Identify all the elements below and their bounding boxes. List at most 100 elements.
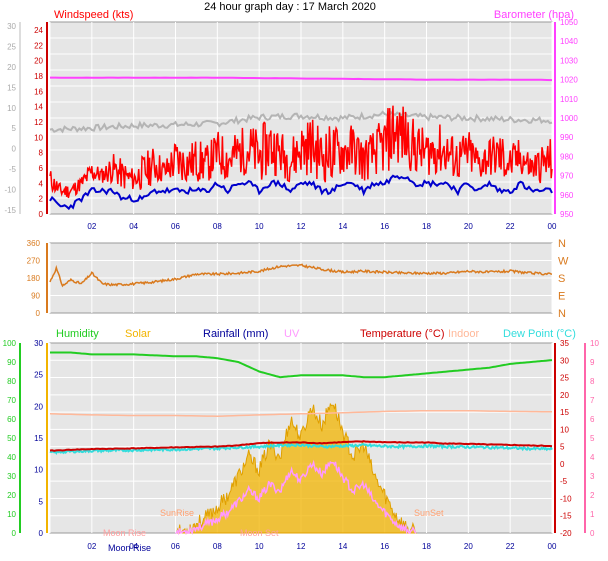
tick-temperature: 5 [560,443,565,452]
tick-windspeed: 0 [39,210,44,219]
tick-windspeed: 14 [34,103,43,112]
tick-hour: 10 [255,542,264,551]
tick-outer-left: -15 [4,206,16,215]
tick-uv: 5 [590,434,595,443]
tick-temperature: 25 [560,374,569,383]
tick-direction: 180 [27,274,41,283]
tick-humidity: 70 [7,396,16,405]
tick-barometer: 970 [560,172,574,181]
tick-rainfall: 0 [39,529,44,538]
tick-hour: 08 [213,542,222,551]
tick-hour: 02 [87,222,96,231]
tick-temperature: -5 [560,477,568,486]
tick-windspeed: 6 [39,164,44,173]
tick-outer-left: -5 [9,165,17,174]
tick-rainfall: 5 [39,497,44,506]
tick-barometer: 980 [560,152,574,161]
series-dew-point-line [49,441,553,456]
tick-humidity: 10 [7,510,16,519]
tick-compass: S [558,273,565,285]
series-windspeed-line [49,105,553,199]
series-uv-line [175,459,417,536]
tick-hour: 18 [422,542,431,551]
tick-outer-left: 25 [7,42,16,51]
series-humidity-line [50,351,553,379]
tick-barometer: 1040 [560,37,578,46]
tick-humidity: 0 [12,529,17,538]
series-temperature-line [49,440,553,452]
tick-hour: 20 [464,542,473,551]
tick-compass: E [558,291,565,303]
legend-temperature: Temperature (°C) [360,328,444,340]
tick-hour: 06 [171,222,180,231]
tick-outer-left: -10 [4,186,16,195]
chart-axes [19,22,586,533]
tick-hour: 12 [297,222,306,231]
tick-barometer: 1050 [560,18,578,27]
tick-outer-left: 15 [7,83,16,92]
tick-uv: 3 [590,472,595,481]
series-gust-trace-line [49,110,553,134]
tick-uv: 0 [590,529,595,538]
tick-hour: 22 [506,542,515,551]
tick-hour: 04 [129,542,138,551]
legend-uv: UV [284,328,300,340]
chart-title: 24 hour graph day : 17 March 2020 [204,1,376,13]
tick-uv: 4 [590,453,595,462]
series-wind-direction-line [49,263,553,288]
tick-uv: 10 [590,339,599,348]
tick-compass: N [558,238,566,250]
tick-humidity: 50 [7,434,16,443]
tick-humidity: 60 [7,415,16,424]
tick-uv: 1 [590,510,595,519]
annotation-moon-set: Moon Set [240,528,279,538]
legend-humidity: Humidity [56,328,99,340]
tick-hour: 20 [464,222,473,231]
tick-hour: 18 [422,222,431,231]
temperature-humidity-series [49,351,553,536]
tick-hour: 04 [129,222,138,231]
tick-windspeed: 4 [39,179,44,188]
tick-outer-left: 30 [7,22,16,31]
tick-hour: 16 [380,542,389,551]
legend-dew-point: Dew Point (°C) [503,328,576,340]
tick-uv: 6 [590,415,595,424]
tick-temperature: 15 [560,408,569,417]
tick-direction: 360 [27,239,41,248]
tick-temperature: 20 [560,391,569,400]
tick-windspeed: 24 [34,26,43,35]
series-indoor-line [49,409,552,417]
tick-windspeed: 22 [34,41,43,50]
tick-windspeed: 12 [34,118,43,127]
tick-windspeed: 8 [39,149,44,158]
tick-compass: W [558,256,569,268]
tick-rainfall: 30 [34,339,43,348]
tick-temperature: -15 [560,512,572,521]
tick-direction: 270 [27,257,41,266]
tick-temperature: -20 [560,529,572,538]
tick-hour: 06 [171,542,180,551]
tick-uv: 8 [590,377,595,386]
tick-barometer: 1000 [560,114,578,123]
tick-temperature: 0 [560,460,565,469]
tick-rainfall: 25 [34,371,43,380]
tick-hour: 22 [506,222,515,231]
tick-hour: 08 [213,222,222,231]
tick-temperature: -10 [560,494,572,503]
tick-outer-left: 5 [12,124,17,133]
tick-windspeed: 18 [34,72,43,81]
tick-outer-left: 20 [7,63,16,72]
tick-humidity: 100 [3,339,17,348]
barometer-axis-label: Barometer (hpa) [494,9,574,21]
legend-rainfall: Rainfall (mm) [203,328,268,340]
annotation-sunrise: SunRise [160,508,194,518]
tick-rainfall: 15 [34,434,43,443]
annotation-sunset: SunSet [414,508,444,518]
tick-hour: 10 [255,222,264,231]
tick-temperature: 30 [560,356,569,365]
tick-windspeed: 10 [34,133,43,142]
tick-humidity: 40 [7,453,16,462]
tick-barometer: 950 [560,210,574,219]
series-solar-area [175,402,417,535]
